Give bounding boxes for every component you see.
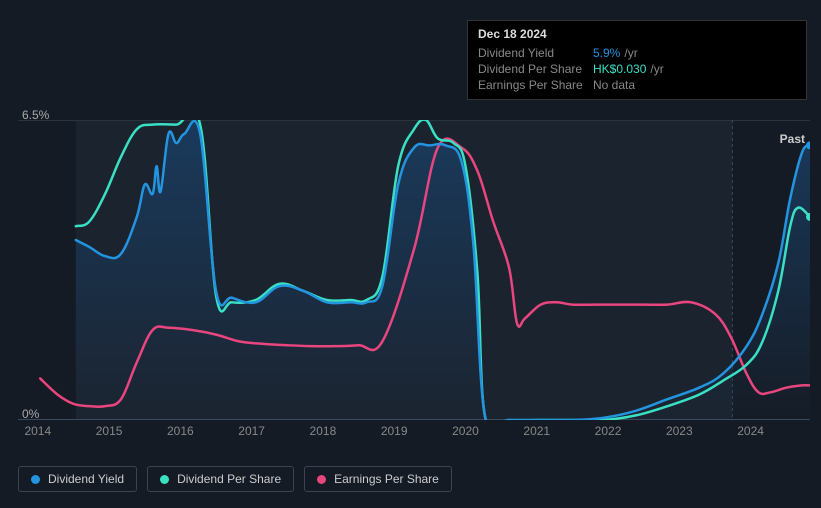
x-tick: 2021 — [523, 424, 550, 438]
x-tick: 2019 — [381, 424, 408, 438]
chart-svg — [18, 120, 810, 420]
tooltip-row-dividend-yield: Dividend Yield 5.9% /yr — [478, 45, 796, 61]
tooltip-row-dps: Dividend Per Share HK$0.030 /yr — [478, 61, 796, 77]
legend-dot — [31, 475, 40, 484]
legend-item-dividend-yield[interactable]: Dividend Yield — [18, 466, 137, 492]
tooltip-row-eps: Earnings Per Share No data — [478, 77, 796, 93]
past-label: Past — [780, 132, 805, 146]
legend-label: Dividend Per Share — [177, 472, 281, 486]
x-tick: 2016 — [167, 424, 194, 438]
legend-item-dps[interactable]: Dividend Per Share — [147, 466, 294, 492]
tooltip-value: 5.9% — [593, 46, 620, 60]
plot-area[interactable] — [18, 120, 810, 420]
legend-dot — [317, 475, 326, 484]
x-tick: 2018 — [310, 424, 337, 438]
tooltip-value: HK$0.030 — [593, 62, 646, 76]
legend: Dividend Yield Dividend Per Share Earnin… — [18, 466, 452, 492]
x-tick: 2024 — [737, 424, 764, 438]
tooltip-unit: /yr — [650, 62, 663, 76]
chart-tooltip: Dec 18 2024 Dividend Yield 5.9% /yr Divi… — [467, 20, 807, 100]
x-tick: 2015 — [96, 424, 123, 438]
tooltip-label: Dividend Per Share — [478, 62, 593, 76]
legend-dot — [160, 475, 169, 484]
tooltip-date: Dec 18 2024 — [478, 27, 796, 41]
tooltip-unit: /yr — [624, 46, 637, 60]
x-tick: 2014 — [24, 424, 51, 438]
tooltip-value: No data — [593, 78, 635, 92]
x-axis: 2014 2015 2016 2017 2018 2019 2020 2021 2022 2023… — [18, 424, 810, 444]
legend-item-eps[interactable]: Earnings Per Share — [304, 466, 452, 492]
tooltip-label: Earnings Per Share — [478, 78, 593, 92]
dividend-chart: Dec 18 2024 Dividend Yield 5.9% /yr Divi… — [0, 0, 821, 508]
x-tick: 2023 — [666, 424, 693, 438]
tooltip-label: Dividend Yield — [478, 46, 593, 60]
legend-label: Dividend Yield — [48, 472, 124, 486]
legend-label: Earnings Per Share — [334, 472, 439, 486]
x-tick: 2020 — [452, 424, 479, 438]
x-tick: 2017 — [238, 424, 265, 438]
x-tick: 2022 — [595, 424, 622, 438]
